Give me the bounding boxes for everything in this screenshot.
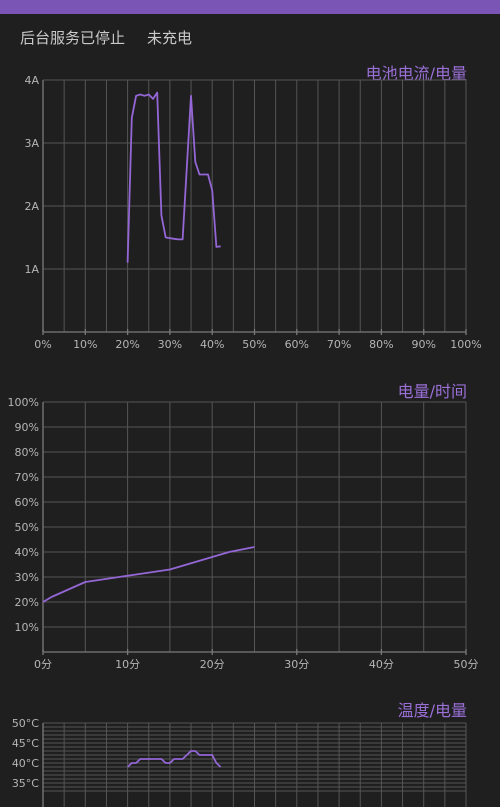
y-tick-label: 50% — [15, 521, 39, 534]
x-tick-label: 30分 — [284, 658, 309, 671]
y-tick-label: 60% — [15, 496, 39, 509]
y-tick-label: 3A — [24, 137, 39, 150]
x-tick-label: 30% — [158, 338, 182, 351]
series-line — [42, 546, 255, 603]
x-tick-label: 80% — [369, 338, 393, 351]
y-tick-label: 30% — [15, 571, 39, 584]
x-tick-label: 20分 — [200, 658, 225, 671]
charging-status-text: 未充电 — [147, 29, 193, 47]
y-tick-label: 45°C — [12, 737, 39, 750]
y-tick-label: 10% — [15, 621, 39, 634]
current-chart-title: 电池电流/电量 — [365, 64, 467, 83]
y-tick-label: 35°C — [12, 777, 39, 790]
x-tick-label: 100% — [450, 338, 481, 351]
x-tick-label: 70% — [327, 338, 351, 351]
series-line — [126, 750, 222, 768]
x-tick-label: 90% — [411, 338, 435, 351]
charge-vs-time-chart: 10% 20% 30% 40% 50% 60% 70% 80% 90% 100% 0分 10分 20分 3… — [8, 396, 479, 671]
x-tick-label: 0% — [34, 338, 51, 351]
x-tick-label: 40分 — [369, 658, 394, 671]
temperature-chart-title: 温度/电量 — [397, 701, 467, 720]
y-tick-label: 4A — [24, 74, 39, 87]
x-tick-label: 40% — [200, 338, 224, 351]
y-tick-label: 1A — [24, 263, 39, 276]
x-tick-label: 10% — [73, 338, 97, 351]
current-vs-charge-chart: 1A 2A 3A 4A 0% 10% 20% 30% 40% 50% 60% 70% 80% 90% 100… — [24, 74, 481, 351]
x-tick-label: 50分 — [454, 658, 479, 671]
series-line — [126, 91, 221, 263]
y-tick-label: 70% — [15, 471, 39, 484]
y-tick-label: 40% — [15, 546, 39, 559]
x-tick-label: 0分 — [34, 658, 52, 671]
y-tick-label: 100% — [8, 396, 39, 409]
y-tick-label: 80% — [15, 446, 39, 459]
charge-time-chart-title: 电量/时间 — [397, 382, 467, 401]
y-tick-label: 50°C — [12, 717, 39, 730]
service-status: 后台服务已停止 未充电 — [20, 27, 192, 48]
x-tick-label: 10分 — [115, 658, 140, 671]
service-status-text: 后台服务已停止 — [20, 29, 126, 47]
top-accent-bar — [0, 0, 500, 14]
temperature-vs-charge-chart: 35°C 40°C 45°C 50°C — [12, 717, 467, 807]
y-tick-label: 90% — [15, 421, 39, 434]
y-tick-label: 2A — [24, 200, 39, 213]
x-tick-label: 60% — [285, 338, 309, 351]
x-tick-label: 50% — [242, 338, 266, 351]
x-tick-label: 20% — [115, 338, 139, 351]
y-tick-label: 40°C — [12, 757, 39, 770]
y-tick-label: 20% — [15, 596, 39, 609]
